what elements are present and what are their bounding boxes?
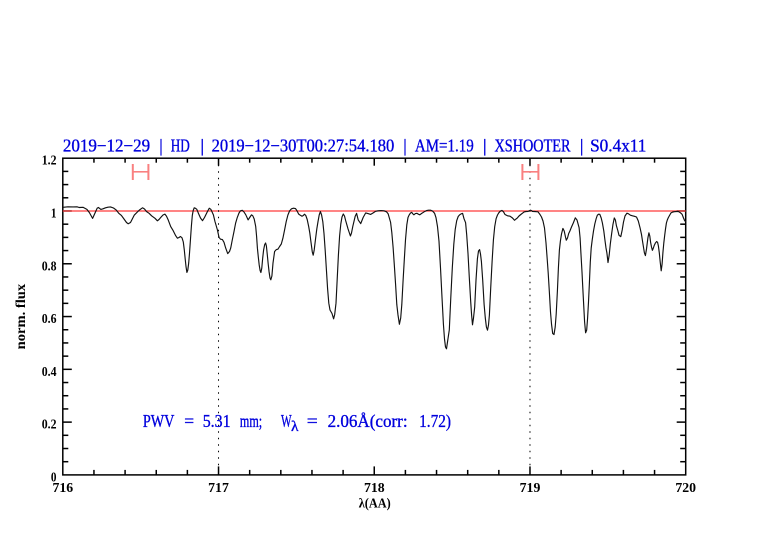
svg-text:720: 720 xyxy=(675,480,696,495)
svg-text:λ: λ xyxy=(291,419,299,435)
svg-text:mm;: mm; xyxy=(240,411,262,431)
svg-text:=: = xyxy=(184,411,194,431)
svg-text:716: 716 xyxy=(52,480,73,495)
svg-text:|: | xyxy=(580,136,584,156)
svg-text:2019−12−30T00:27:54.180: 2019−12−30T00:27:54.180 xyxy=(212,136,395,156)
svg-text:=: = xyxy=(307,411,318,431)
svg-text:1.72): 1.72) xyxy=(419,411,451,431)
svg-text:norm. flux: norm. flux xyxy=(13,284,28,350)
svg-text:719: 719 xyxy=(520,480,541,495)
svg-text:HD: HD xyxy=(171,136,190,156)
svg-text:S0.4x11: S0.4x11 xyxy=(590,136,646,156)
svg-text:2019−12−29: 2019−12−29 xyxy=(63,136,151,156)
svg-text:1.2: 1.2 xyxy=(42,153,57,168)
svg-text:W: W xyxy=(281,411,292,431)
svg-text:5.31: 5.31 xyxy=(203,411,231,431)
svg-text:|: | xyxy=(403,136,407,156)
svg-text:PWV: PWV xyxy=(143,411,175,431)
svg-text:|: | xyxy=(201,136,205,156)
svg-text:λ(AA): λ(AA) xyxy=(359,496,391,512)
svg-text:717: 717 xyxy=(208,480,229,495)
svg-text:0.8: 0.8 xyxy=(42,258,57,273)
svg-text:0.6: 0.6 xyxy=(42,311,57,326)
svg-text:0: 0 xyxy=(51,469,57,484)
svg-text:0.4: 0.4 xyxy=(42,364,57,379)
svg-text:|: | xyxy=(483,136,487,156)
svg-text:AM=1.19: AM=1.19 xyxy=(415,136,474,156)
svg-text:|: | xyxy=(159,136,163,156)
svg-text:XSHOOTER: XSHOOTER xyxy=(495,136,571,156)
svg-text:0.2: 0.2 xyxy=(42,417,57,432)
svg-text:1: 1 xyxy=(51,206,57,221)
svg-text:2.06Å(corr:: 2.06Å(corr: xyxy=(328,411,408,431)
svg-text:718: 718 xyxy=(364,480,385,495)
